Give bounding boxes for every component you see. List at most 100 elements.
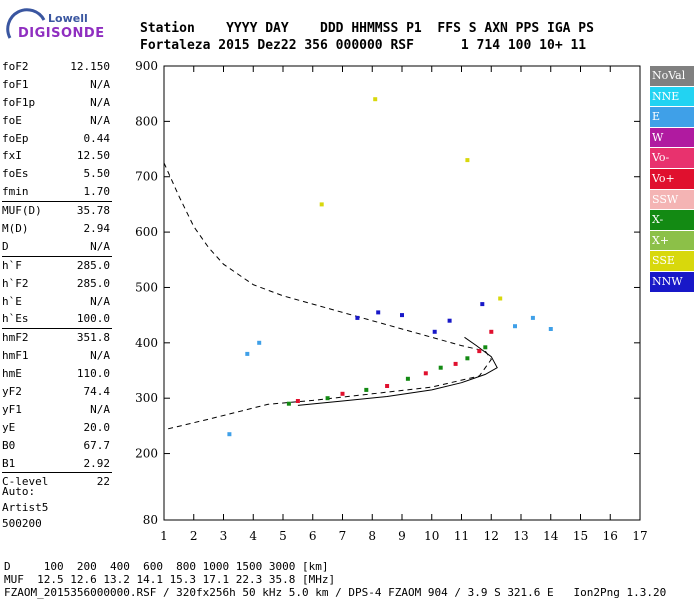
x-tick-label: 15: [573, 529, 588, 543]
param-value: 12.150: [70, 60, 110, 73]
x-tick-label: 11: [454, 529, 469, 543]
x-tick-label: 7: [339, 529, 347, 543]
auto-label: Auto:: [2, 485, 36, 498]
param-value: 0.44: [83, 131, 111, 145]
param-row: foF1 N/A: [2, 76, 112, 94]
legend-item-nne: NNE: [650, 86, 694, 108]
param-value: 1.70: [83, 185, 111, 199]
echo-point-e: [513, 324, 517, 329]
param-value: 22: [96, 475, 110, 489]
echo-point-vo-: [453, 361, 458, 366]
echo-point-vo-: [295, 399, 300, 403]
param-name: foE: [2, 113, 22, 127]
legend-item-noval: NoVal: [650, 66, 694, 87]
param-row: hmE 110.0: [2, 365, 112, 383]
true-height-profile: [297, 336, 498, 406]
param-row: foF2 12.150: [2, 58, 112, 76]
param-name: foF2: [2, 60, 29, 73]
legend-item-ssw: SSW: [650, 189, 694, 211]
param-divider: [2, 328, 112, 330]
param-name: C-level: [2, 475, 49, 489]
echo-point-vo-: [489, 329, 494, 334]
param-name: h`E: [2, 294, 22, 308]
header-labels: Station YYYY DAY DDD HHMMSS P1 FFS S AXN…: [140, 21, 594, 36]
param-row: B0 67.7: [2, 437, 112, 455]
param-divider: [2, 201, 112, 203]
x-tick-label: 14: [543, 529, 559, 543]
y-tick-label: 80: [143, 513, 158, 527]
param-value: N/A: [90, 294, 110, 308]
param-value: 2.94: [83, 222, 111, 236]
param-row: h`E N/A: [2, 293, 112, 311]
echo-point-x-: [483, 345, 488, 350]
digisonde-logo: Lowell DIGISONDE: [6, 8, 156, 48]
param-row: B1 2.92: [2, 455, 112, 473]
param-value: 100.0: [76, 312, 110, 326]
param-value: 5.50: [83, 167, 111, 181]
param-name: M(D): [2, 222, 29, 236]
x-tick-label: 1: [160, 529, 168, 543]
echo-point-vo-: [477, 349, 482, 354]
param-name: yE: [2, 420, 16, 434]
param-name: hmF2: [2, 331, 29, 345]
header-values: Fortaleza 2015 Dez22 356 000000 RSF 1 71…: [140, 38, 587, 53]
param-value: 2.92: [83, 456, 111, 470]
legend-item-vo-: Vo-: [650, 148, 694, 169]
param-value: N/A: [90, 239, 110, 253]
x-tick-label: 8: [368, 529, 376, 543]
param-value: 285.0: [76, 276, 110, 290]
legend-item-x-: X+: [650, 230, 694, 252]
footer-distance: D 100 200 400 600 800 1000 1500 3000 [km…: [4, 560, 329, 573]
param-row: yF2 74.4: [2, 383, 112, 401]
param-row: foF1p N/A: [2, 94, 112, 112]
param-value: 12.50: [76, 149, 110, 163]
param-value: N/A: [90, 349, 110, 363]
legend-item-w: W: [650, 127, 694, 149]
echo-point-x-: [438, 365, 443, 370]
y-tick-label: 200: [135, 447, 158, 461]
x-tick-label: 5: [279, 529, 287, 543]
param-row: M(D) 2.94: [2, 220, 112, 238]
param-name: D: [2, 239, 9, 253]
x-tick-label: 3: [220, 529, 228, 543]
param-name: foF1p: [2, 95, 36, 109]
param-name: foEp: [2, 131, 29, 145]
param-row: foE N/A: [2, 112, 112, 130]
echo-point-vo-: [423, 371, 428, 376]
param-value: 285.0: [76, 258, 110, 272]
auto-version: 500200: [2, 517, 42, 530]
echo-point-nnw: [480, 302, 485, 307]
y-tick-label: 400: [135, 336, 158, 350]
auto-program: Artist5: [2, 501, 49, 514]
echo-point-sse: [498, 296, 503, 301]
param-name: yF2: [2, 385, 22, 399]
param-row: C-level 22: [2, 473, 112, 491]
param-row: D N/A: [2, 238, 112, 256]
param-value: N/A: [90, 402, 110, 416]
echo-point-nnw: [376, 310, 381, 315]
x-tick-label: 13: [513, 529, 528, 543]
param-value: N/A: [90, 113, 110, 127]
param-row: MUF(D) 35.78: [2, 202, 112, 220]
param-name: hmF1: [2, 349, 29, 363]
legend-item-x-: X-: [650, 210, 694, 231]
param-name: fxI: [2, 149, 22, 163]
param-name: h`Es: [2, 312, 29, 326]
footer-muf: MUF 12.5 12.6 13.2 14.1 15.3 17.1 22.3 3…: [4, 573, 336, 586]
y-tick-label: 300: [135, 391, 158, 405]
param-name: fmin: [2, 185, 29, 199]
param-value: 74.4: [83, 385, 111, 399]
echo-point-vo-: [340, 391, 345, 396]
virtual-height-trace: [163, 162, 492, 431]
legend-item-nnw: NNW: [650, 271, 694, 293]
param-row: fmin 1.70: [2, 183, 112, 201]
param-value: 35.78: [76, 204, 110, 218]
echo-point-nnw: [447, 318, 452, 323]
param-row: yE 20.0: [2, 419, 112, 437]
echo-point-sse: [373, 97, 378, 102]
param-name: B1: [2, 456, 16, 470]
param-row: fxI 12.50: [2, 147, 112, 165]
echo-point-e: [227, 432, 232, 437]
y-tick-label: 900: [135, 59, 158, 73]
